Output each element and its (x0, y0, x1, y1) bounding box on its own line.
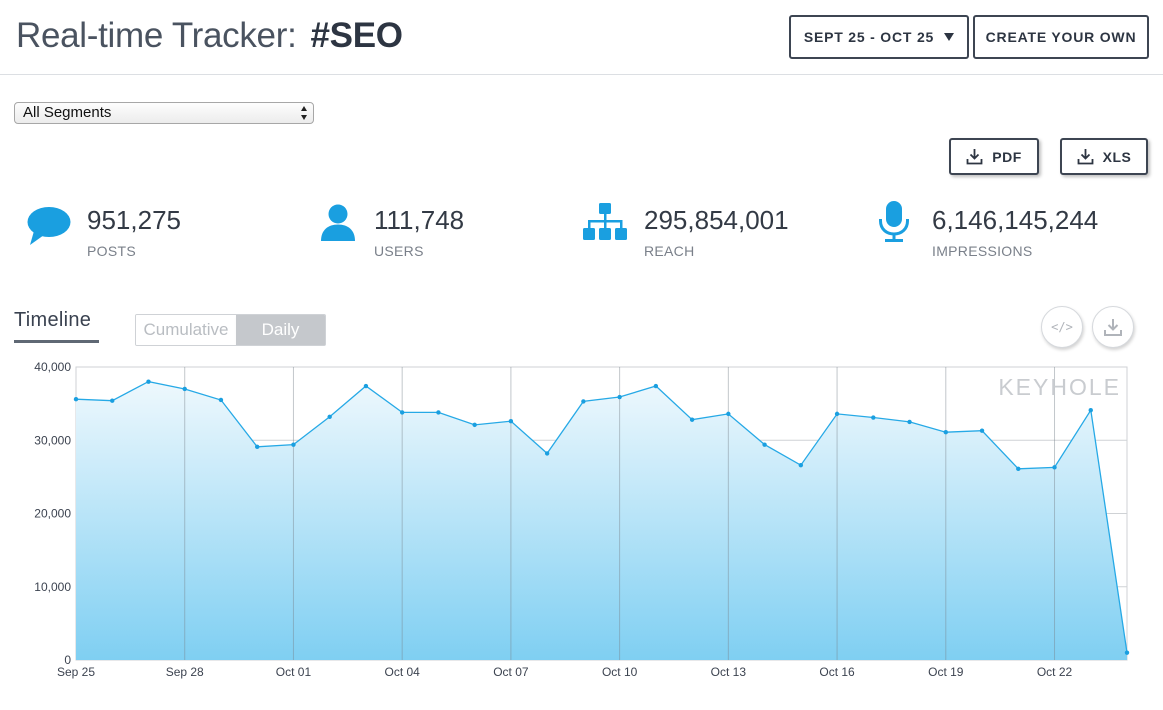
stat-label: POSTS (87, 243, 136, 259)
data-point[interactable] (581, 399, 586, 404)
create-label: CREATE YOUR OWN (985, 29, 1137, 45)
timeline-chart: 0 10,000 20,000 30,000 40,000 Sep 25 Sep 28 Oc… (34, 360, 1130, 679)
title-prefix: Real-time Tracker: (16, 16, 297, 55)
pdf-download-button[interactable]: PDF (949, 138, 1039, 175)
embed-code-icon: </> (1051, 320, 1073, 334)
data-point[interactable] (472, 422, 477, 428)
data-point[interactable] (726, 411, 731, 417)
x-tick-label: Oct 07 (493, 665, 529, 679)
y-tick-label: 30,000 (34, 433, 71, 447)
x-tick-label: Oct 19 (928, 665, 964, 679)
chart-download-button[interactable] (1092, 306, 1134, 348)
microphone-icon (879, 201, 909, 242)
select-arrows-icon (301, 106, 308, 120)
y-tick-label: 10,000 (34, 580, 71, 594)
data-point[interactable] (798, 462, 804, 468)
stat-value: 951,275 (87, 205, 181, 235)
timeline-mode-toggle: Cumulative Daily (135, 314, 326, 346)
stat-label: IMPRESSIONS (932, 243, 1033, 259)
data-point[interactable] (436, 410, 441, 415)
data-point[interactable] (255, 444, 260, 450)
stat-impressions: 6,146,145,244 IMPRESSIONS (878, 200, 1158, 270)
timeline-tab-underline (14, 340, 99, 343)
embed-button[interactable]: </> (1041, 306, 1083, 348)
data-point[interactable] (399, 410, 405, 415)
download-icon (966, 149, 983, 165)
data-point[interactable] (291, 442, 296, 447)
stat-value: 111,748 (374, 205, 465, 235)
toggle-cumulative[interactable]: Cumulative (136, 315, 236, 345)
x-tick-label: Oct 16 (819, 665, 855, 679)
stat-label: REACH (644, 243, 695, 259)
hierarchy-icon (583, 203, 627, 240)
segments-select[interactable]: All Segments (14, 102, 314, 124)
toggle-daily[interactable]: Daily (236, 315, 325, 345)
series-line (75, 380, 1128, 653)
data-point[interactable] (943, 429, 948, 435)
x-tick-label: Sep 28 (166, 665, 204, 679)
data-point[interactable] (327, 414, 332, 420)
data-point[interactable] (1124, 650, 1130, 655)
stat-value: 6,146,145,244 (932, 205, 1099, 235)
caret-down-icon (944, 33, 955, 41)
data-point[interactable] (653, 383, 659, 389)
date-range-label: SEPT 25 - OCT 25 (803, 29, 935, 45)
y-tick-label: 20,000 (34, 507, 71, 521)
keyhole-watermark: KEYHOLE (998, 374, 1121, 400)
x-tick-label: Sep 25 (57, 665, 95, 679)
page-header: Real-time Tracker: #SEO SEPT 25 - OCT 25 … (0, 0, 1163, 75)
data-point[interactable] (617, 394, 622, 400)
data-point[interactable] (544, 451, 550, 456)
y-tick-label: 40,000 (34, 360, 71, 374)
data-point[interactable] (907, 419, 912, 425)
pdf-label: PDF (992, 148, 1022, 165)
data-point[interactable] (363, 383, 369, 389)
data-point[interactable] (1088, 408, 1093, 413)
stat-reach: 295,854,001 REACH (583, 200, 863, 270)
x-tick-label: Oct 04 (384, 665, 420, 679)
data-point[interactable] (508, 419, 514, 424)
data-point[interactable] (1016, 466, 1021, 472)
data-point[interactable] (871, 415, 876, 420)
page-title: Real-time Tracker: #SEO (16, 16, 403, 56)
data-point[interactable] (689, 417, 695, 422)
data-point[interactable] (762, 442, 767, 447)
timeline-tab[interactable]: Timeline (14, 309, 92, 331)
stat-posts: 951,275 POSTS (26, 200, 286, 270)
create-your-own-button[interactable]: CREATE YOUR OWN (973, 15, 1149, 59)
segments-selected-value: All Segments (23, 104, 112, 121)
x-tick-label: Oct 10 (602, 665, 638, 679)
stat-label: USERS (374, 243, 424, 259)
data-point[interactable] (110, 398, 115, 403)
x-tick-label: Oct 01 (276, 665, 312, 679)
user-icon (321, 204, 355, 241)
speech-bubble-icon (27, 207, 71, 245)
stat-value: 295,854,001 (644, 205, 789, 235)
hashtag-title: #SEO (310, 16, 403, 55)
y-tick-label: 0 (64, 653, 71, 667)
data-point[interactable] (1052, 465, 1057, 470)
area-fill (76, 381, 1127, 660)
data-point[interactable] (834, 411, 840, 417)
data-point[interactable] (73, 397, 79, 402)
data-point[interactable] (146, 379, 151, 384)
x-tick-label: Oct 22 (1037, 665, 1073, 679)
data-point[interactable] (218, 397, 224, 403)
xls-download-button[interactable]: XLS (1060, 138, 1148, 175)
date-range-button[interactable]: SEPT 25 - OCT 25 (789, 15, 969, 59)
download-icon (1104, 319, 1122, 336)
download-icon (1077, 149, 1094, 165)
stat-users: 111,748 USERS (318, 200, 578, 270)
data-point[interactable] (182, 386, 187, 392)
data-point[interactable] (979, 428, 985, 433)
xls-label: XLS (1102, 148, 1132, 165)
x-tick-label: Oct 13 (711, 665, 747, 679)
